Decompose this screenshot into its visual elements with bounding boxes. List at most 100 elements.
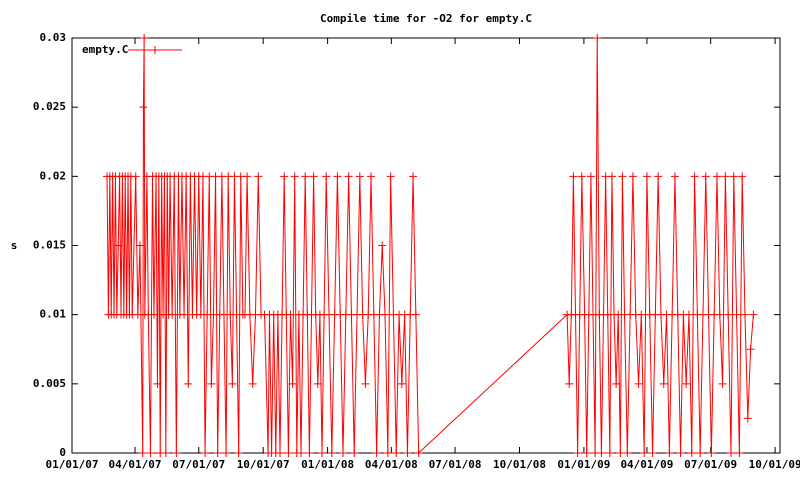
data-point — [749, 310, 758, 319]
data-point — [280, 172, 289, 181]
data-point — [654, 172, 663, 181]
data-point — [729, 172, 738, 181]
data-point — [184, 379, 193, 388]
x-tick-label: 04/01/09 — [620, 458, 673, 471]
data-point — [696, 449, 705, 457]
data-point — [153, 379, 162, 388]
data-point — [222, 449, 231, 457]
data-point — [701, 172, 710, 181]
data-point — [344, 172, 353, 181]
y-tick-label: 0.015 — [33, 239, 66, 252]
y-tick-label: 0.005 — [33, 377, 66, 390]
data-point — [161, 449, 170, 457]
data-point — [597, 449, 606, 457]
data-point — [339, 449, 348, 457]
data-point — [333, 172, 342, 181]
data-point — [721, 172, 730, 181]
data-point — [243, 172, 252, 181]
data-point — [296, 449, 305, 457]
data-point — [372, 449, 381, 457]
data-point — [740, 310, 749, 319]
legend-label: empty.C — [82, 43, 128, 56]
data-point — [361, 379, 370, 388]
data-point — [726, 449, 735, 457]
data-point — [138, 449, 147, 457]
data-point — [213, 449, 222, 457]
data-point — [133, 310, 142, 319]
data-point — [254, 172, 263, 181]
data-point — [607, 172, 616, 181]
data-point — [577, 172, 586, 181]
y-tick-label: 0.03 — [40, 31, 67, 44]
data-point — [172, 449, 181, 457]
data-point — [616, 449, 625, 457]
data-point — [612, 379, 621, 388]
data-point — [573, 449, 582, 457]
x-tick-label: 10/01/08 — [493, 458, 546, 471]
data-point — [228, 379, 237, 388]
y-tick-label: 0.02 — [40, 169, 67, 182]
data-point — [724, 310, 733, 319]
data-point — [634, 379, 643, 388]
data-point — [378, 241, 387, 250]
data-point — [642, 172, 651, 181]
data-point — [207, 379, 216, 388]
data-point — [618, 172, 627, 181]
data-point — [718, 379, 727, 388]
data-point — [411, 310, 420, 319]
data-point — [146, 449, 155, 457]
data-point — [309, 172, 318, 181]
data-point — [284, 449, 293, 457]
data-point — [288, 379, 297, 388]
plot-border — [71, 37, 781, 454]
x-tick-label: 07/01/08 — [429, 458, 482, 471]
data-point — [367, 172, 376, 181]
data-point — [628, 172, 637, 181]
data-point — [403, 449, 412, 457]
data-point — [383, 449, 392, 457]
data-point — [690, 172, 699, 181]
data-point — [149, 310, 158, 319]
data-point — [180, 310, 189, 319]
data-point — [139, 103, 148, 112]
chart-title: Compile time for -O2 for empty.C — [320, 12, 532, 25]
data-point — [732, 310, 741, 319]
data-point — [586, 172, 595, 181]
x-tick-label: 04/01/07 — [109, 458, 162, 471]
x-tick-label: 10/01/07 — [237, 458, 290, 471]
x-tick-label: 01/01/09 — [557, 458, 610, 471]
data-line — [106, 37, 754, 455]
data-point — [746, 345, 755, 354]
data-point — [201, 449, 210, 457]
x-tick-label: 10/01/09 — [749, 458, 800, 471]
data-point — [301, 172, 310, 181]
data-point — [313, 379, 322, 388]
data-point — [322, 172, 331, 181]
data-point — [409, 172, 418, 181]
data-point — [735, 449, 744, 457]
x-tick-label: 07/01/07 — [172, 458, 225, 471]
x-tick-label: 04/01/08 — [365, 458, 418, 471]
data-point — [565, 379, 574, 388]
data-point — [738, 172, 747, 181]
data-point — [715, 310, 724, 319]
data-point — [582, 449, 591, 457]
data-point — [305, 449, 314, 457]
data-point — [684, 310, 693, 319]
data-point — [392, 449, 401, 457]
data-point — [114, 241, 123, 250]
data-point — [286, 310, 295, 319]
data-point — [168, 310, 177, 319]
data-point — [318, 449, 327, 457]
data-point — [381, 310, 390, 319]
data-point — [234, 449, 243, 457]
data-point — [707, 449, 716, 457]
data-point — [743, 414, 752, 423]
data-point — [659, 379, 668, 388]
data-point — [712, 172, 721, 181]
data-point — [682, 379, 691, 388]
x-tick-label: 01/01/07 — [46, 458, 99, 471]
data-point — [131, 172, 140, 181]
y-tick-label: 0.025 — [33, 100, 66, 113]
